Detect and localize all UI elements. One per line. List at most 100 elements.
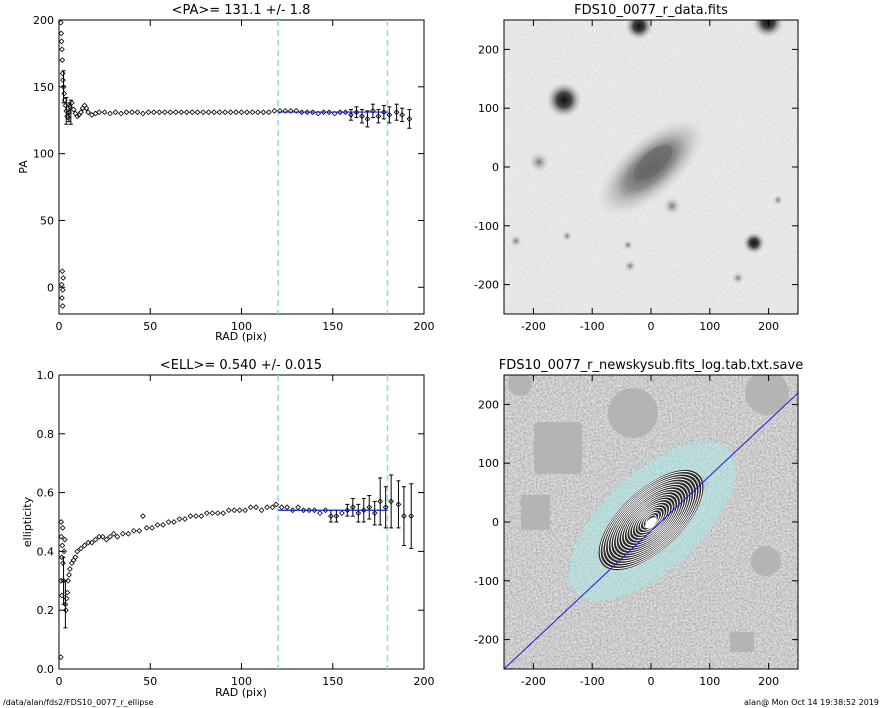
source-left-low: [510, 235, 522, 247]
contour-inner: [618, 488, 684, 552]
data-point: [59, 57, 66, 63]
data-point: [242, 507, 249, 514]
y-tick-label: 0: [492, 161, 499, 174]
source-bottom-right: [732, 272, 744, 284]
data-point: [59, 295, 65, 301]
data-point: [103, 536, 110, 543]
data-point: [233, 109, 239, 116]
data-point: [59, 525, 66, 531]
image2-panel: -200 -100 0 100 200 -200 -100 0 100 200 FDS10_007…: [474, 358, 803, 688]
data-point: [247, 504, 254, 511]
x-tick-label: 100: [699, 675, 720, 688]
x-tick-label: -100: [580, 320, 605, 333]
data-point: [183, 109, 190, 116]
y-tick-label: 200: [478, 43, 499, 56]
data-point: [386, 112, 393, 118]
data-point: [60, 77, 66, 84]
data-point: [244, 109, 250, 116]
galaxy-nucleus: [645, 517, 657, 529]
x-tick-label: 0: [648, 675, 655, 688]
data-point: [64, 589, 71, 596]
data-point: [130, 527, 137, 534]
footer-timestamp: alan@ Mon Oct 14 19:38:52 2019: [744, 698, 879, 707]
data-point: [165, 519, 172, 525]
data-point: [125, 530, 132, 537]
source-bottom: [624, 260, 636, 272]
data-point: [63, 595, 70, 602]
data-point: [140, 110, 146, 117]
pa-title: <PA>= 131.1 +/- 1.8: [172, 3, 311, 18]
data-point: [375, 113, 382, 120]
data-point: [366, 504, 373, 511]
data-point: [156, 109, 163, 116]
x-tick-label: 100: [231, 675, 252, 688]
y-tick-label: 0.2: [37, 604, 55, 617]
data-point: [58, 554, 65, 561]
data-point: [60, 560, 66, 567]
data-point: [167, 109, 174, 116]
data-point: [388, 498, 395, 505]
data-point: [61, 97, 68, 104]
data-point: [101, 109, 108, 116]
galaxy-core: [633, 145, 673, 181]
data-point: [110, 530, 117, 537]
data-point: [401, 513, 407, 519]
data-point: [249, 109, 256, 116]
y-tick-label: 200: [478, 398, 499, 411]
data-point: [62, 102, 69, 109]
ell-title: <ELL>= 0.540 +/- 0.015: [160, 358, 322, 373]
data-point: [220, 510, 227, 517]
image2-raster: [504, 375, 798, 669]
data-point: [70, 557, 77, 564]
data-point: [377, 498, 384, 505]
data-point: [214, 510, 221, 517]
contour-inner: [640, 509, 662, 531]
data-point: [205, 109, 212, 116]
data-point: [178, 109, 185, 116]
star-top-center: [625, 20, 653, 40]
data-point: [171, 519, 177, 525]
ell-plot-frame: [58, 374, 425, 670]
data-point: [333, 513, 340, 519]
data-point: [112, 109, 119, 116]
major-axis-line: [504, 392, 798, 669]
data-point: [66, 109, 72, 116]
source-mid: [623, 240, 633, 250]
data-point: [85, 109, 92, 116]
data-point: [295, 504, 301, 511]
y-tick-label: 100: [478, 102, 499, 115]
y-tick-label: -200: [474, 634, 499, 647]
data-point: [382, 504, 389, 511]
pa-ylabel: PA: [17, 160, 30, 174]
data-point: [96, 533, 103, 540]
data-point: [187, 513, 194, 519]
data-point: [59, 70, 66, 77]
data-point: [339, 510, 345, 517]
data-point: [393, 109, 400, 116]
data-point: [349, 504, 356, 511]
data-point: [269, 504, 276, 511]
data-point: [200, 109, 207, 116]
data-point: [67, 103, 73, 110]
ell-ylabel: ellipticity: [21, 496, 34, 547]
x-tick-label: 200: [758, 675, 779, 688]
x-tick-label: 0: [56, 320, 63, 333]
data-point: [160, 522, 166, 528]
data-point: [355, 510, 362, 517]
data-point: [359, 113, 365, 120]
image1-panel: -200 -100 0 100 200 -200 -100 0 100 200 FDS10_007…: [474, 3, 799, 333]
x-tick-label: 100: [699, 320, 720, 333]
data-point: [65, 577, 71, 584]
image1-axes: -200 -100 0 100 200 -200 -100 0 100 200: [474, 20, 798, 333]
contour-inner: [629, 499, 673, 541]
data-point: [66, 572, 72, 578]
data-point: [81, 102, 88, 109]
contour-inner: [607, 478, 695, 562]
x-tick-label: 150: [322, 675, 343, 688]
data-point: [58, 281, 65, 288]
x-tick-label: -200: [521, 320, 546, 333]
contour-inner: [626, 496, 676, 544]
y-tick-label: 0.6: [37, 487, 55, 500]
data-point: [273, 501, 280, 508]
isophote-contours: [567, 440, 736, 601]
